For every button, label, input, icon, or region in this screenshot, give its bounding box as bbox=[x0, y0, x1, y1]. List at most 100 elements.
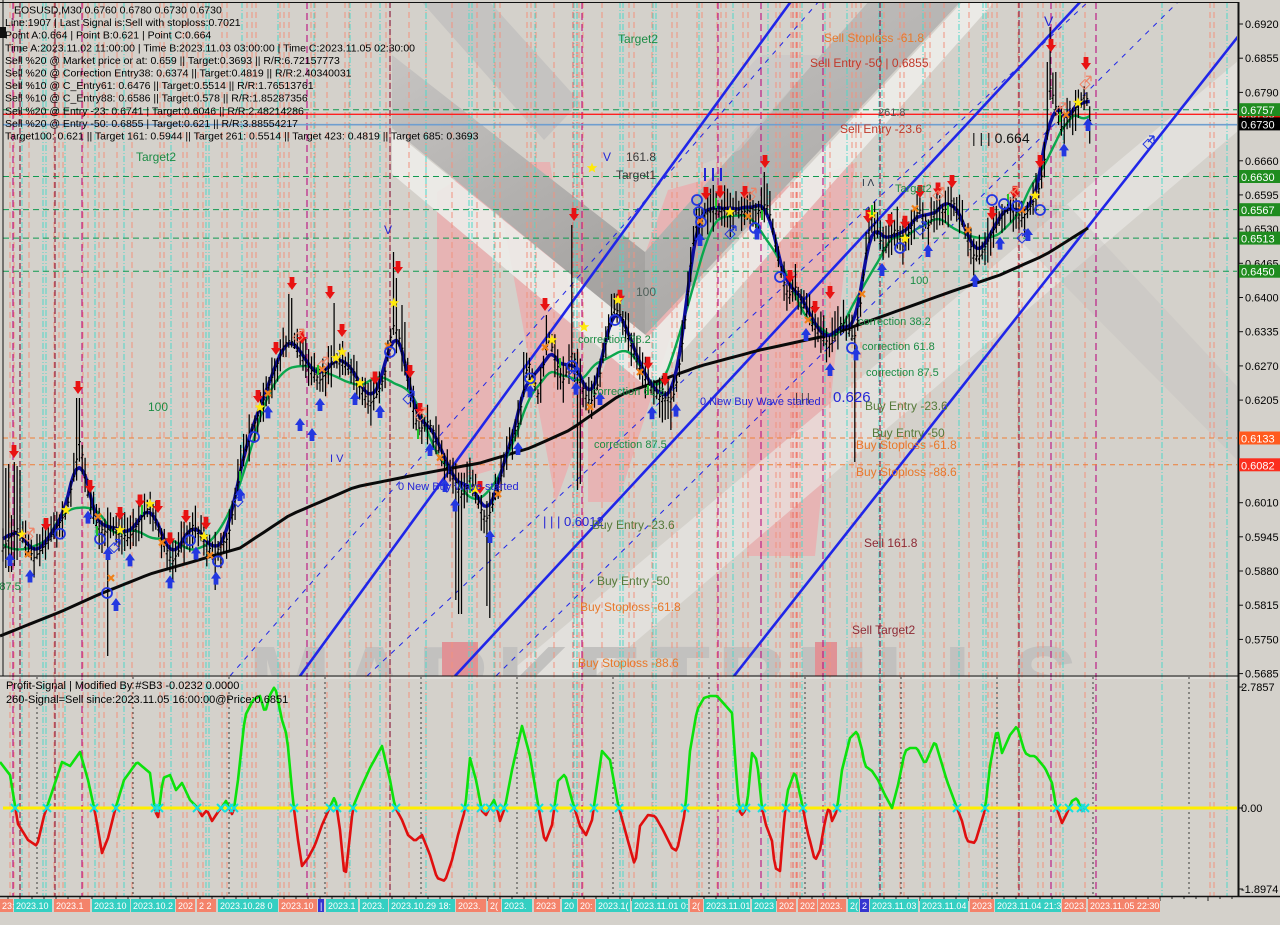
svg-text:Buy Entry -50: Buy Entry -50 bbox=[872, 426, 945, 440]
svg-text:2023.11.01 0:: 2023.11.01 0: bbox=[634, 901, 688, 911]
svg-text:0.6660: 0.6660 bbox=[1245, 156, 1279, 168]
svg-text:20:: 20: bbox=[580, 901, 593, 911]
svg-text:2023.: 2023. bbox=[1064, 901, 1087, 911]
svg-text:correction 87.5: correction 87.5 bbox=[0, 581, 21, 593]
svg-text:20: 20 bbox=[564, 901, 574, 911]
svg-text:0.5685: 0.5685 bbox=[1245, 669, 1279, 681]
svg-text:2023.10: 2023.10 bbox=[94, 901, 127, 911]
svg-text:V: V bbox=[603, 150, 611, 164]
svg-text:2023: 2023 bbox=[754, 901, 774, 911]
svg-text:0.6270: 0.6270 bbox=[1245, 361, 1279, 373]
svg-text:|: | bbox=[320, 901, 322, 911]
svg-text:2023.11.04 21:3: 2023.11.04 21:3 bbox=[997, 901, 1061, 911]
svg-text:0.6790: 0.6790 bbox=[1245, 87, 1279, 99]
svg-text:2023.1: 2023.1 bbox=[56, 901, 84, 911]
svg-text:0.6082: 0.6082 bbox=[1241, 460, 1275, 472]
svg-text:Sell %10 @ C_Entry61: 0.6476 |: Sell %10 @ C_Entry61: 0.6476 || Target:0… bbox=[5, 80, 314, 92]
svg-text:202: 202 bbox=[800, 901, 815, 911]
svg-text:0.6513: 0.6513 bbox=[1241, 234, 1275, 246]
svg-text:2023.10: 2023.10 bbox=[16, 901, 49, 911]
svg-text:Buy Stoploss -88.6: Buy Stoploss -88.6 bbox=[578, 656, 679, 670]
svg-text:Buy Stoploss -61.8: Buy Stoploss -61.8 bbox=[580, 600, 681, 614]
svg-text:2023: 2023 bbox=[972, 901, 992, 911]
svg-text:2023.: 2023. bbox=[458, 901, 481, 911]
svg-text:V: V bbox=[384, 223, 392, 237]
svg-text:Buy Entry -23.6: Buy Entry -23.6 bbox=[592, 518, 675, 532]
svg-text:Sell Entry -23.6: Sell Entry -23.6 bbox=[840, 122, 922, 136]
svg-text:100: 100 bbox=[148, 400, 168, 414]
svg-text:Profit-Signal | Modified By #S: Profit-Signal | Modified By #SB3 -0.0232… bbox=[6, 680, 239, 692]
svg-text:V: V bbox=[1044, 13, 1054, 29]
svg-text:2(: 2( bbox=[692, 901, 700, 911]
svg-text:I Λ: I Λ bbox=[862, 178, 875, 189]
svg-text:2023.10.28 0: 2023.10.28 0 bbox=[220, 901, 273, 911]
svg-text:Target2: Target2 bbox=[136, 150, 176, 164]
svg-text:Sell Target2: Sell Target2 bbox=[852, 623, 915, 637]
svg-text:161.8: 161.8 bbox=[626, 150, 656, 164]
svg-text:Buy Entry -23.6: Buy Entry -23.6 bbox=[865, 399, 948, 413]
svg-text:2023.11.01: 2023.11.01 bbox=[706, 901, 750, 911]
svg-text:0.00: 0.00 bbox=[1241, 803, 1262, 815]
svg-text:0.6855: 0.6855 bbox=[1245, 53, 1279, 65]
svg-text:correction 87.5: correction 87.5 bbox=[866, 367, 939, 379]
svg-text:0.6400: 0.6400 bbox=[1245, 293, 1279, 305]
svg-text:Target1: Target1 bbox=[616, 168, 656, 182]
svg-text:2023: 2023 bbox=[536, 901, 556, 911]
svg-text:| | | 0.6012: | | | 0.6012 bbox=[543, 514, 604, 529]
svg-text:2 2: 2 2 bbox=[199, 901, 212, 911]
svg-text:2023.10.2: 2023.10.2 bbox=[133, 901, 173, 911]
svg-text:Sell %10 @ C_Entry88: 0.6586 |: Sell %10 @ C_Entry88: 0.6586 || Target:0… bbox=[5, 93, 308, 105]
svg-text:0.6730: 0.6730 bbox=[1241, 119, 1275, 131]
svg-text:Buy Stoploss -61.8: Buy Stoploss -61.8 bbox=[856, 438, 957, 452]
svg-text:-1.8974: -1.8974 bbox=[1241, 884, 1278, 896]
svg-text:I V: I V bbox=[330, 453, 344, 465]
svg-text:Sell %20 @ Entry -50: 0.6855 |: Sell %20 @ Entry -50: 0.6855 | Target:0.… bbox=[5, 118, 298, 130]
svg-text:202: 202 bbox=[779, 901, 794, 911]
svg-text:Point A:0.664 | Point B:0.621: Point A:0.664 | Point B:0.621 | Point C:… bbox=[5, 30, 211, 42]
svg-text:100: 100 bbox=[910, 275, 928, 287]
svg-text:0.6595: 0.6595 bbox=[1245, 190, 1279, 202]
svg-text:2023.: 2023. bbox=[820, 901, 843, 911]
svg-text:0.6920: 0.6920 bbox=[1245, 19, 1279, 31]
svg-text:correction 61.8: correction 61.8 bbox=[862, 341, 935, 353]
svg-text:23:: 23: bbox=[2, 901, 15, 911]
svg-text:Target100: 0.621 || Target 161: Target100: 0.621 || Target 161: 0.5944 |… bbox=[5, 131, 479, 143]
svg-text:260-Signal=Sell since:2023.11.: 260-Signal=Sell since:2023.11.05 16:00:0… bbox=[6, 694, 288, 706]
svg-text:Target2: Target2 bbox=[895, 183, 932, 195]
svg-text:Line:1907 | Last Signal is:Sel: Line:1907 | Last Signal is:Sell with sto… bbox=[5, 17, 241, 29]
svg-text:0.6205: 0.6205 bbox=[1245, 395, 1279, 407]
svg-text:Sell %20 @ Entry -23: 0.6741 |: Sell %20 @ Entry -23: 0.6741 | Target:0.… bbox=[5, 105, 304, 117]
svg-text:Sell %20 @ Correction Entry38:: Sell %20 @ Correction Entry38: 0.6374 ||… bbox=[5, 68, 352, 80]
svg-text:2.7857: 2.7857 bbox=[1241, 682, 1275, 694]
svg-text:2023.11.04: 2023.11.04 bbox=[922, 901, 966, 911]
svg-text:2023.: 2023. bbox=[362, 901, 385, 911]
svg-text:Buy Stoploss -88.6: Buy Stoploss -88.6 bbox=[856, 465, 957, 479]
svg-text:Sell Stoploss -61.8: Sell Stoploss -61.8 bbox=[824, 31, 924, 45]
svg-text:2023.11.03: 2023.11.03 bbox=[872, 901, 916, 911]
svg-text:| | | 0.664: | | | 0.664 bbox=[972, 130, 1030, 146]
svg-text:2: 2 bbox=[862, 901, 867, 911]
svg-text:2(: 2( bbox=[490, 901, 498, 911]
svg-text:2023.10: 2023.10 bbox=[281, 901, 314, 911]
svg-text:0.6133: 0.6133 bbox=[1241, 433, 1275, 445]
svg-text:2023.11.05 22:30: 2023.11.05 22:30 bbox=[1090, 901, 1159, 911]
svg-text:0.6757: 0.6757 bbox=[1241, 105, 1275, 117]
svg-text:Sell Entry -50 | 0.6855: Sell Entry -50 | 0.6855 bbox=[810, 56, 929, 70]
svg-text:0.6450: 0.6450 bbox=[1241, 267, 1275, 279]
svg-text:0.6567: 0.6567 bbox=[1241, 205, 1275, 217]
svg-text:2023.10.29 18:: 2023.10.29 18: bbox=[391, 901, 451, 911]
svg-text:0 New Buy Wave started: 0 New Buy Wave started bbox=[398, 481, 519, 493]
svg-text:EOSUSD,M30 0.6760 0.6780 0.67: EOSUSD,M30 0.6760 0.6780 0.6730 0.6730 bbox=[14, 5, 222, 17]
svg-text:2(: 2( bbox=[850, 901, 858, 911]
svg-text:0.6630: 0.6630 bbox=[1241, 172, 1275, 184]
svg-text:2023.1: 2023.1 bbox=[328, 901, 356, 911]
svg-text:0.6335: 0.6335 bbox=[1245, 327, 1279, 339]
svg-text:correction 87.5: correction 87.5 bbox=[594, 439, 667, 451]
svg-text:0 New Buy Wave started: 0 New Buy Wave started bbox=[700, 396, 821, 408]
svg-text:Buy Entry -50: Buy Entry -50 bbox=[597, 574, 670, 588]
svg-text:0.6010: 0.6010 bbox=[1245, 498, 1279, 510]
svg-text:0.626: 0.626 bbox=[833, 389, 871, 406]
svg-text:Time A:2023.11.02 11:00:00 | T: Time A:2023.11.02 11:00:00 | Time B:2023… bbox=[5, 42, 415, 54]
svg-text:0.5815: 0.5815 bbox=[1245, 600, 1279, 612]
svg-text:Target2: Target2 bbox=[618, 32, 658, 46]
